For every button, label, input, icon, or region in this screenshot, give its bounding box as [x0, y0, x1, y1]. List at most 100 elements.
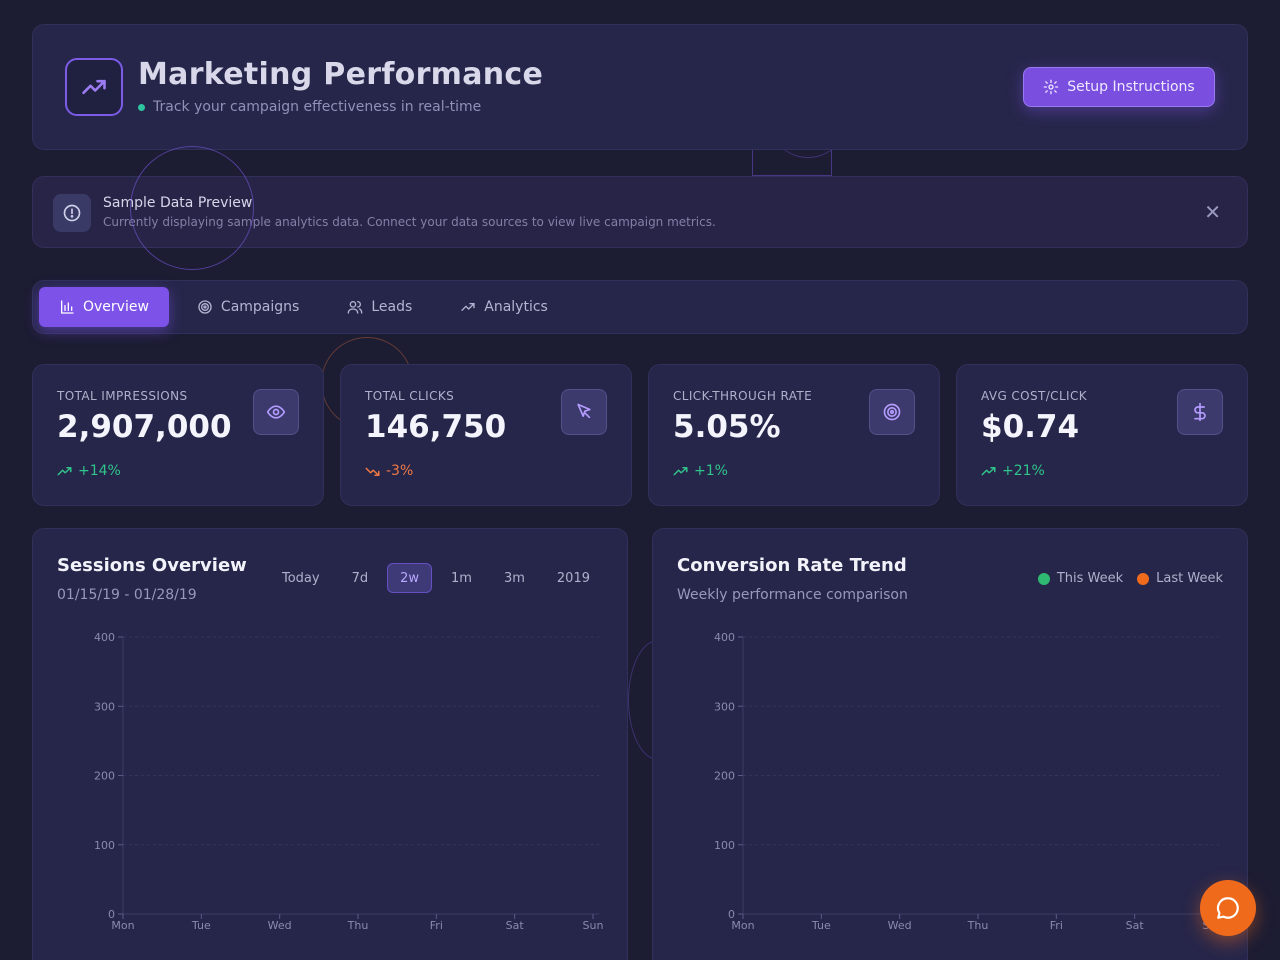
stat-change-text: +1%: [694, 463, 728, 479]
close-icon[interactable]: ✕: [1204, 200, 1221, 224]
tab-label: Overview: [83, 299, 149, 315]
chat-button[interactable]: [1200, 880, 1256, 936]
notice-text: Currently displaying sample analytics da…: [103, 215, 716, 229]
range-button-2019[interactable]: 2019: [556, 570, 590, 586]
chat-bubble-icon: [1216, 897, 1239, 919]
range-button-3m[interactable]: 3m: [503, 570, 525, 586]
y-tick-label: 400: [714, 631, 735, 644]
tab-label: Campaigns: [220, 299, 300, 315]
stat-change-text: +21%: [1002, 463, 1045, 479]
bar-chart-icon: [61, 300, 74, 314]
range-button-7d[interactable]: 7d: [351, 570, 369, 586]
x-tick-label: Thu: [347, 919, 369, 932]
live-status-dot: [138, 103, 145, 111]
stat-change: +14%: [57, 463, 121, 479]
page-subtitle: Track your campaign effectiveness in rea…: [138, 99, 481, 115]
y-tick-label: 200: [94, 770, 115, 783]
stat-value: 146,750: [365, 409, 507, 445]
x-tick-label: Sun: [583, 919, 604, 932]
stat-value: 2,907,000: [57, 409, 232, 445]
x-tick-label: Tue: [811, 919, 831, 932]
cursor-icon: [561, 389, 607, 435]
y-tick-label: 300: [714, 700, 735, 713]
trending-up-icon: [57, 466, 72, 475]
trending-up-icon: [65, 58, 123, 116]
sessions-chart: 0 100 200 300 400 Mon Tue Wed Thu Fri Sat Sun: [94, 631, 604, 932]
trending-up-icon: [981, 466, 996, 475]
range-button-2w[interactable]: 2w: [387, 563, 433, 593]
alert-circle-icon: [53, 194, 91, 232]
sessions-title: Sessions Overview: [57, 555, 247, 576]
stat-value: $0.74: [981, 409, 1080, 445]
dollar-icon: [1177, 389, 1223, 435]
sample-data-notice: Sample Data Preview Currently displaying…: [32, 176, 1248, 248]
stat-label: CLICK-THROUGH RATE: [673, 389, 813, 403]
eye-icon: [253, 389, 299, 435]
legend-dot: [1137, 572, 1150, 585]
y-tick-label: 200: [714, 770, 735, 783]
page-title: Marketing Performance: [138, 57, 544, 92]
tab-campaigns[interactable]: Campaigns: [177, 287, 319, 327]
stat-label: AVG COST/CLICK: [981, 389, 1088, 403]
stat-value: 5.05%: [673, 409, 781, 445]
stat-card-impressions: TOTAL IMPRESSIONS 2,907,000 +14%: [32, 364, 324, 506]
tab-overview[interactable]: Overview: [39, 287, 169, 327]
stat-card-cost-per-click: AVG COST/CLICK $0.74 +21%: [956, 364, 1248, 506]
notice-title: Sample Data Preview: [103, 195, 253, 211]
trending-up-icon: [673, 466, 688, 475]
target-icon: [198, 300, 212, 314]
x-tick-label: Fri: [1050, 919, 1063, 932]
legend-dot: [1037, 572, 1050, 585]
legend-label: Last Week: [1156, 571, 1223, 586]
conversion-subtitle: Weekly performance comparison: [677, 587, 908, 603]
trending-down-icon: [365, 467, 380, 476]
stat-change: -3%: [365, 463, 413, 479]
x-tick-label: Sat: [506, 919, 525, 932]
stat-label: TOTAL CLICKS: [365, 389, 455, 403]
setup-instructions-button[interactable]: Setup Instructions: [1023, 67, 1215, 107]
y-tick-label: 300: [94, 700, 115, 713]
sessions-overview-card: 0 100 200 300 400 Mon Tue Wed Thu Fri Sat Sun Sessi…: [32, 528, 628, 960]
x-tick-label: Mon: [731, 919, 754, 932]
stat-change-text: +14%: [78, 463, 121, 479]
range-selector: Today 7d 2w 1m 3m 2019: [269, 563, 603, 593]
range-button-today[interactable]: Today: [281, 570, 320, 586]
users-icon: [347, 301, 363, 314]
x-tick-label: Thu: [967, 919, 989, 932]
y-tick-label: 100: [94, 839, 115, 852]
x-tick-label: Wed: [268, 919, 292, 932]
stat-change: +21%: [981, 463, 1045, 479]
y-tick-label: 100: [714, 839, 735, 852]
y-tick-label: 0: [728, 908, 735, 921]
legend-item-this-week[interactable]: This Week: [1037, 571, 1124, 586]
tab-label: Leads: [371, 299, 413, 315]
x-tick-label: Wed: [888, 919, 912, 932]
sessions-date-range: 01/15/19 - 01/28/19: [57, 587, 197, 603]
stat-card-ctr: CLICK-THROUGH RATE 5.05% +1%: [648, 364, 940, 506]
x-tick-label: Sat: [1126, 919, 1145, 932]
y-tick-label: 0: [108, 908, 115, 921]
legend-item-last-week[interactable]: Last Week: [1137, 571, 1223, 586]
range-button-1m[interactable]: 1m: [451, 570, 472, 586]
y-tick-label: 400: [94, 631, 115, 644]
page-header: Marketing Performance Track your campaig…: [32, 24, 1248, 150]
target-icon: [869, 389, 915, 435]
x-tick-label: Tue: [191, 919, 211, 932]
setup-instructions-label: Setup Instructions: [1067, 79, 1195, 95]
stat-card-clicks: TOTAL CLICKS 146,750 -3%: [340, 364, 632, 506]
chart-legend: This Week Last Week: [1037, 571, 1223, 586]
tab-analytics[interactable]: Analytics: [440, 287, 568, 327]
stat-change-text: -3%: [386, 463, 414, 479]
x-tick-label: Mon: [111, 919, 134, 932]
x-tick-label: Fri: [430, 919, 443, 932]
stat-label: TOTAL IMPRESSIONS: [57, 389, 188, 403]
conversion-title: Conversion Rate Trend: [677, 555, 907, 576]
stat-change: +1%: [673, 463, 728, 479]
tab-label: Analytics: [484, 299, 548, 315]
tab-bar: Overview Campaigns Leads Analytics: [32, 280, 1248, 334]
legend-label: This Week: [1056, 571, 1124, 586]
tab-leads[interactable]: Leads: [327, 287, 432, 327]
page-subtitle-text: Track your campaign effectiveness in rea…: [153, 99, 482, 115]
trending-up-icon: [461, 303, 475, 311]
